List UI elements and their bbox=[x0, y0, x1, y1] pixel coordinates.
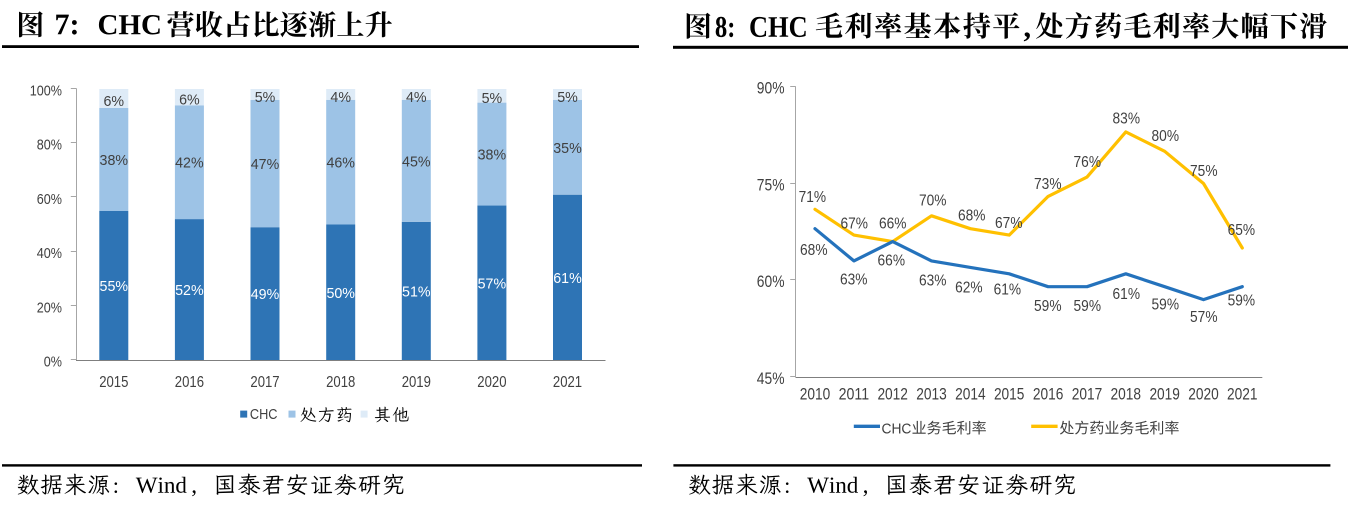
svg-text:CHC: CHC bbox=[250, 407, 278, 423]
svg-text:83%: 83% bbox=[1113, 111, 1141, 128]
svg-text:2018: 2018 bbox=[1111, 385, 1142, 403]
svg-text:2019: 2019 bbox=[1149, 385, 1180, 403]
svg-text:65%: 65% bbox=[1228, 222, 1256, 239]
svg-text:2020: 2020 bbox=[477, 374, 506, 391]
svg-text:100%: 100% bbox=[30, 83, 62, 100]
svg-text:2012: 2012 bbox=[877, 385, 908, 403]
svg-text:90%: 90% bbox=[757, 80, 785, 98]
svg-text:59%: 59% bbox=[1074, 298, 1102, 315]
svg-text:2015: 2015 bbox=[994, 385, 1025, 403]
svg-text:59%: 59% bbox=[1152, 297, 1180, 314]
svg-text:52%: 52% bbox=[175, 282, 204, 299]
svg-text:2010: 2010 bbox=[800, 385, 831, 403]
svg-text:40%: 40% bbox=[37, 245, 62, 262]
svg-text:80%: 80% bbox=[1152, 128, 1180, 145]
svg-text:6%: 6% bbox=[104, 93, 125, 110]
svg-text:70%: 70% bbox=[919, 193, 947, 210]
svg-text:60%: 60% bbox=[757, 273, 785, 291]
svg-text:2011: 2011 bbox=[839, 385, 870, 403]
svg-text:68%: 68% bbox=[958, 207, 986, 224]
svg-text:66%: 66% bbox=[878, 252, 906, 269]
svg-text:2016: 2016 bbox=[175, 374, 204, 391]
svg-text:2021: 2021 bbox=[1227, 385, 1258, 403]
svg-text:67%: 67% bbox=[840, 216, 868, 233]
svg-text:57%: 57% bbox=[1190, 309, 1218, 326]
svg-text:61%: 61% bbox=[1113, 286, 1141, 303]
svg-text:62%: 62% bbox=[955, 280, 983, 297]
svg-text:45%: 45% bbox=[757, 370, 785, 388]
svg-text:55%: 55% bbox=[100, 278, 129, 295]
svg-text:6%: 6% bbox=[179, 92, 200, 109]
svg-text:73%: 73% bbox=[1034, 176, 1062, 193]
svg-text:38%: 38% bbox=[100, 152, 129, 169]
svg-text:2021: 2021 bbox=[553, 374, 582, 391]
svg-text:5%: 5% bbox=[482, 90, 503, 107]
svg-text:35%: 35% bbox=[553, 140, 582, 157]
svg-text:46%: 46% bbox=[326, 155, 355, 172]
svg-text:47%: 47% bbox=[251, 156, 280, 173]
svg-text:50%: 50% bbox=[326, 285, 355, 302]
svg-text:0%: 0% bbox=[44, 354, 62, 371]
svg-text:2019: 2019 bbox=[402, 374, 431, 391]
svg-text:CHC: CHC bbox=[882, 420, 912, 437]
svg-text:5%: 5% bbox=[557, 89, 578, 106]
svg-text:66%: 66% bbox=[879, 216, 907, 233]
svg-text:42%: 42% bbox=[175, 155, 204, 172]
svg-text:61%: 61% bbox=[553, 270, 582, 287]
svg-text:38%: 38% bbox=[478, 147, 507, 164]
svg-text:68%: 68% bbox=[800, 242, 828, 259]
svg-text:63%: 63% bbox=[840, 272, 868, 289]
svg-text:2017: 2017 bbox=[250, 374, 279, 391]
svg-text:60%: 60% bbox=[37, 191, 62, 208]
svg-text:61%: 61% bbox=[994, 282, 1022, 299]
svg-text:67%: 67% bbox=[995, 215, 1023, 232]
svg-text:2015: 2015 bbox=[99, 374, 128, 391]
svg-text:45%: 45% bbox=[402, 153, 431, 170]
svg-text:75%: 75% bbox=[1190, 163, 1218, 180]
svg-text:71%: 71% bbox=[799, 189, 827, 206]
svg-text:2013: 2013 bbox=[916, 385, 947, 403]
svg-text:80%: 80% bbox=[37, 137, 62, 154]
svg-text:2014: 2014 bbox=[955, 385, 986, 403]
svg-text:51%: 51% bbox=[402, 283, 431, 300]
svg-text:4%: 4% bbox=[406, 89, 427, 106]
svg-text:63%: 63% bbox=[919, 273, 947, 290]
svg-text:59%: 59% bbox=[1034, 298, 1062, 315]
svg-text:2017: 2017 bbox=[1072, 385, 1103, 403]
svg-text:20%: 20% bbox=[37, 299, 62, 316]
svg-text:75%: 75% bbox=[757, 176, 785, 194]
svg-text:2018: 2018 bbox=[326, 374, 355, 391]
svg-text:5%: 5% bbox=[255, 89, 276, 106]
svg-text:4%: 4% bbox=[330, 89, 351, 106]
svg-text:2016: 2016 bbox=[1033, 385, 1064, 403]
svg-text:57%: 57% bbox=[478, 275, 507, 292]
svg-text:2020: 2020 bbox=[1188, 385, 1219, 403]
svg-text:59%: 59% bbox=[1228, 292, 1256, 309]
svg-text:49%: 49% bbox=[251, 286, 280, 303]
svg-text:76%: 76% bbox=[1074, 154, 1102, 171]
